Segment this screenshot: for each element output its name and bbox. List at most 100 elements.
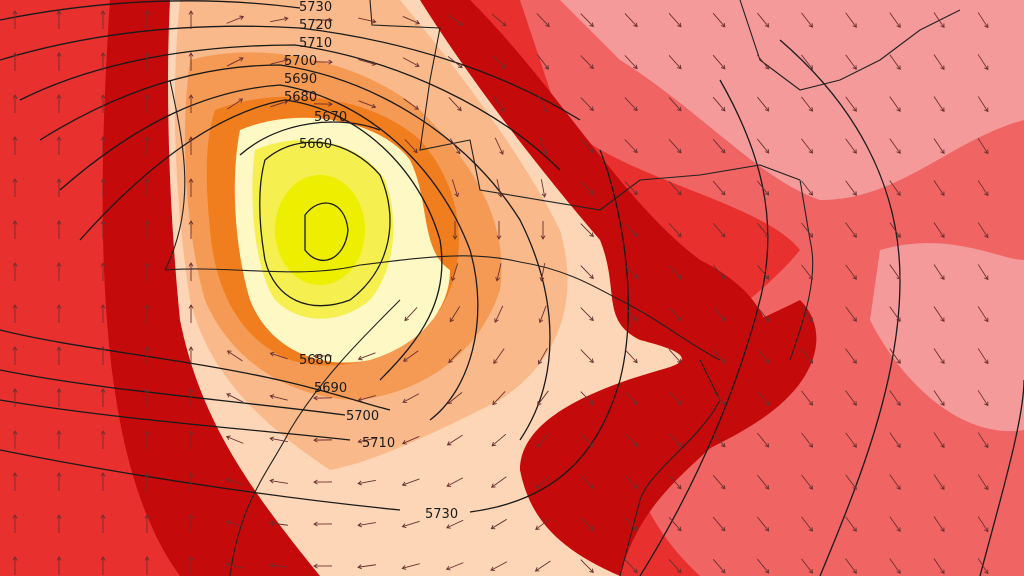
wind-arrow-icon — [538, 347, 548, 365]
wind-arrow-icon — [977, 558, 989, 575]
wind-arrow-icon — [357, 352, 376, 361]
wind-arrow-icon — [933, 474, 945, 491]
wind-arrow-icon — [845, 516, 857, 532]
wind-arrow-icon — [712, 54, 726, 70]
wind-arrow-icon — [712, 432, 726, 448]
wind-arrow-icon — [12, 514, 18, 533]
wind-arrow-icon — [188, 346, 194, 365]
wind-arrow-icon — [401, 436, 420, 445]
bright-yellow-core — [275, 175, 365, 285]
wind-arrow-icon — [144, 556, 150, 575]
wind-arrow-icon — [100, 52, 106, 71]
wind-arrow-icon — [56, 430, 62, 449]
wind-arrow-icon — [100, 94, 106, 113]
wind-arrow-icon — [933, 264, 945, 281]
wind-arrow-icon — [845, 54, 857, 70]
wind-arrow-icon — [100, 220, 106, 239]
wind-arrow-icon — [756, 12, 770, 28]
wind-arrow-icon — [12, 136, 18, 155]
wind-arrow-icon — [712, 180, 726, 196]
wind-arrow-icon — [712, 12, 726, 28]
wind-arrow-icon — [100, 10, 106, 29]
wind-arrow-icon — [801, 474, 814, 490]
wind-arrow-icon — [977, 180, 989, 197]
wind-arrow-icon — [801, 180, 814, 196]
wind-arrow-icon — [226, 15, 245, 24]
wind-arrow-icon — [580, 391, 594, 406]
wind-arrow-icon — [269, 394, 288, 401]
wind-arrow-icon — [496, 221, 502, 240]
wind-arrow-icon — [100, 430, 106, 449]
wind-arrow-icon — [536, 13, 550, 28]
wind-arrow-icon — [188, 304, 194, 323]
wind-arrow-icon — [712, 96, 726, 112]
wind-arrow-icon — [977, 138, 989, 155]
wind-arrow-icon — [449, 138, 461, 155]
wind-arrow-icon — [100, 472, 106, 491]
wind-arrow-icon — [668, 54, 682, 70]
wind-arrow-icon — [449, 306, 461, 323]
wind-arrow-icon — [845, 12, 857, 28]
wind-arrow-icon — [188, 430, 194, 449]
wind-arrows — [12, 10, 989, 575]
wind-arrow-icon — [580, 307, 594, 322]
wind-arrow-icon — [491, 433, 507, 447]
wind-arrow-icon — [188, 94, 194, 113]
wind-arrow-icon — [889, 54, 901, 71]
wind-arrow-icon — [447, 392, 463, 405]
wind-arrow-icon — [889, 558, 901, 575]
wind-arrow-icon — [100, 556, 106, 575]
wind-arrow-icon — [313, 521, 333, 527]
wind-arrow-icon — [624, 307, 638, 322]
wind-arrow-icon — [494, 305, 504, 323]
wind-arrow-icon — [12, 220, 18, 239]
wind-arrow-icon — [712, 138, 726, 154]
wind-arrow-icon — [977, 474, 989, 491]
wind-arrow-icon — [977, 348, 989, 365]
wind-arrow-icon — [845, 348, 857, 364]
wind-arrow-icon — [668, 558, 682, 574]
wind-arrow-icon — [493, 348, 505, 365]
contour-label: 5720 — [299, 18, 332, 33]
wind-arrow-icon — [801, 138, 814, 154]
wind-arrow-icon — [144, 346, 150, 365]
wind-arrow-icon — [358, 17, 377, 24]
wind-arrow-icon — [712, 264, 726, 280]
wind-arrow-icon — [56, 10, 62, 29]
wind-arrow-icon — [491, 13, 507, 27]
wind-arrow-icon — [668, 222, 682, 238]
wind-arrow-icon — [188, 556, 194, 575]
wind-arrow-icon — [580, 475, 594, 490]
wind-arrow-icon — [402, 350, 419, 362]
wind-arrow-icon — [889, 138, 901, 155]
wind-arrow-icon — [144, 136, 150, 155]
wind-arrow-icon — [801, 12, 814, 28]
wind-arrow-icon — [12, 346, 18, 365]
wind-arrow-icon — [756, 306, 770, 322]
wind-arrow-icon — [270, 99, 289, 108]
wind-arrow-icon — [977, 96, 989, 113]
wind-arrow-icon — [933, 222, 945, 239]
wind-arrow-icon — [100, 514, 106, 533]
wind-arrow-icon — [357, 479, 376, 486]
wind-arrow-icon — [56, 220, 62, 239]
wind-arrow-icon — [452, 221, 458, 240]
wind-arrow-icon — [144, 52, 150, 71]
wind-arrow-icon — [668, 432, 682, 448]
wind-arrow-icon — [313, 101, 333, 107]
wind-arrow-icon — [539, 263, 546, 282]
wind-arrow-icon — [537, 54, 549, 70]
wind-arrow-icon — [226, 350, 243, 362]
wind-arrow-icon — [227, 98, 244, 110]
wind-arrow-icon — [801, 264, 814, 280]
wind-arrow-icon — [801, 432, 814, 448]
wind-arrow-icon — [188, 178, 194, 197]
wind-arrow-icon — [269, 478, 288, 484]
wind-arrow-icon — [845, 222, 857, 238]
wind-arrow-icon — [801, 348, 814, 364]
wind-arrow-icon — [538, 95, 548, 113]
wind-arrow-icon — [889, 12, 901, 29]
contour-label: 5710 — [362, 436, 395, 451]
wind-arrow-icon — [933, 558, 945, 575]
wind-arrow-icon — [668, 264, 682, 280]
